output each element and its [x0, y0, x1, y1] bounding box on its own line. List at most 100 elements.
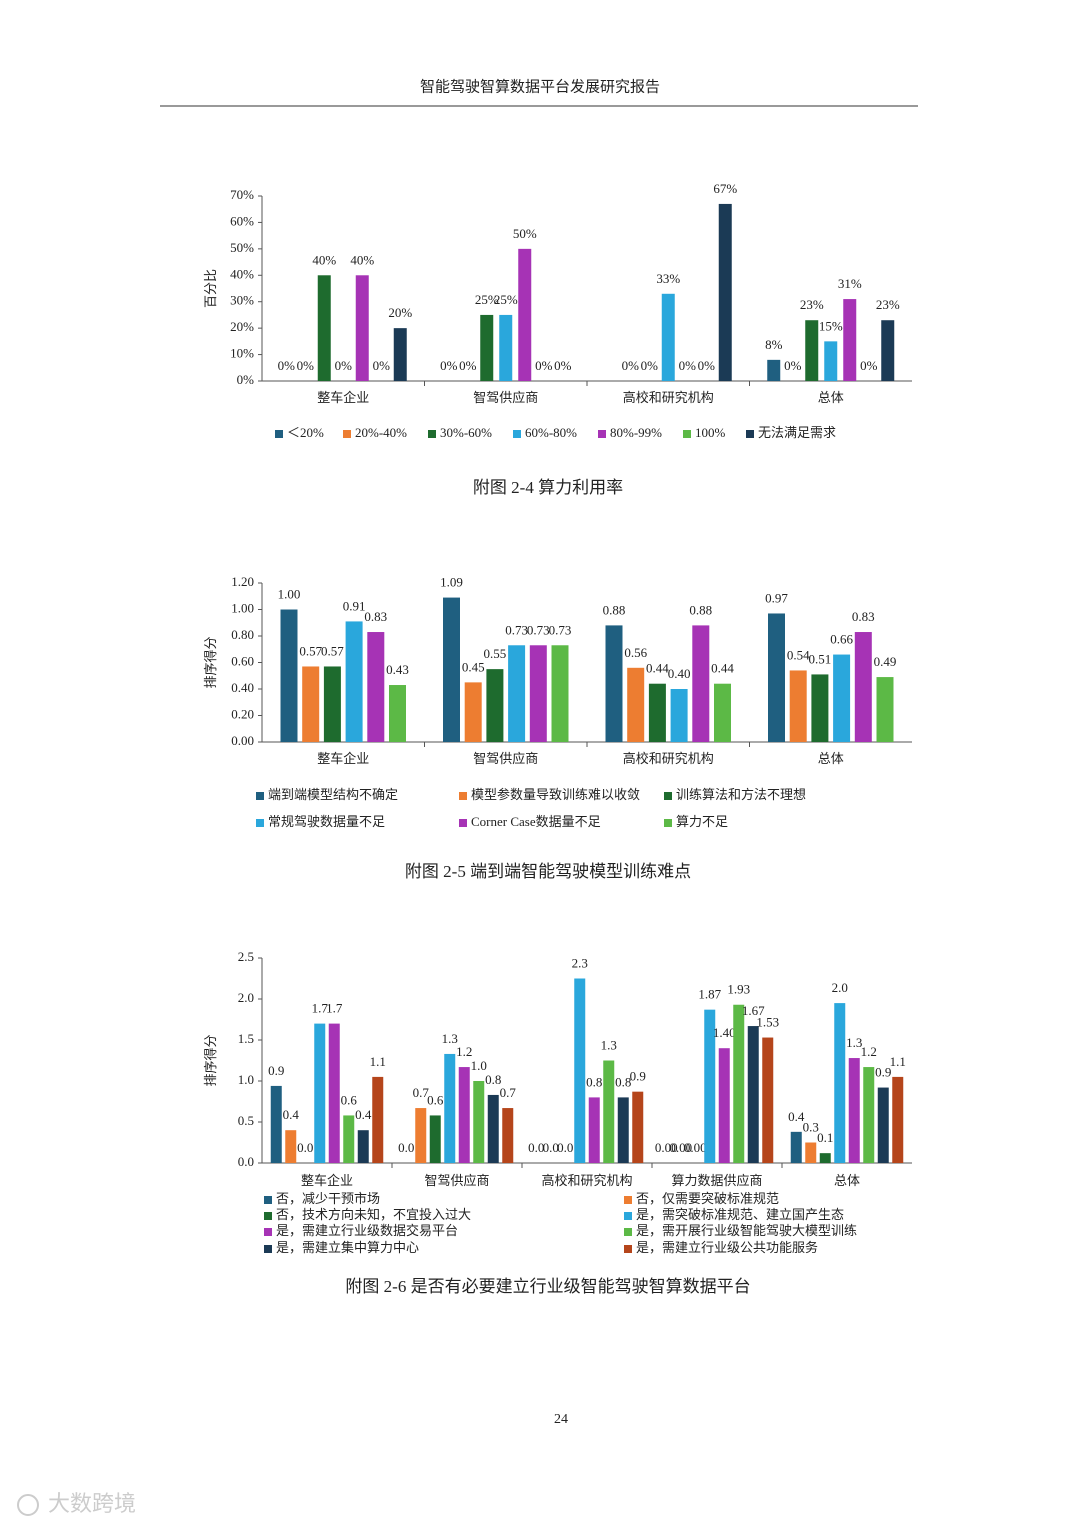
- bar: [280, 609, 298, 742]
- bar: [805, 320, 819, 381]
- data-label: 0%: [622, 358, 640, 373]
- data-label: 1.93: [727, 982, 750, 997]
- data-label: 1.1: [890, 1054, 906, 1069]
- data-label: 40%: [350, 252, 374, 267]
- data-label: 0.57: [321, 643, 344, 658]
- bar: [767, 359, 781, 381]
- y-tick-label: 50%: [230, 240, 254, 255]
- y-tick-label: 0.40: [231, 680, 254, 695]
- bar: [480, 314, 494, 381]
- data-label: 20%: [388, 305, 412, 320]
- data-label: 1.7: [312, 1001, 329, 1016]
- x-tick-label: 整车企业: [317, 390, 369, 405]
- x-tick-label: 智驾供应商: [473, 751, 538, 766]
- bar: [843, 299, 857, 381]
- data-label: 0.97: [765, 590, 788, 605]
- data-label: 0%: [535, 358, 553, 373]
- data-label: 0%: [679, 358, 697, 373]
- page-number: 24: [554, 1412, 568, 1427]
- y-tick-label: 60%: [230, 213, 254, 228]
- bar: [508, 645, 526, 742]
- legend-swatch: [264, 1196, 272, 1204]
- legend-label: 100%: [695, 425, 726, 440]
- legend-label: 是，需建立行业级数据交易平台: [276, 1223, 458, 1238]
- bar: [834, 1003, 846, 1163]
- y-tick-label: 10%: [230, 346, 254, 361]
- y-tick-label: 0.00: [231, 733, 254, 748]
- legend-label: 常规驾驶数据量不足: [268, 814, 385, 829]
- bar: [854, 632, 872, 742]
- legend-label: 是，需突破标准规范、建立国产生态: [636, 1207, 844, 1222]
- bar: [486, 669, 504, 742]
- legend-swatch: [343, 430, 351, 438]
- legend-swatch: [459, 819, 467, 827]
- bar: [876, 677, 894, 742]
- legend-label: 否，技术方向未知，不宜投入过大: [276, 1207, 471, 1222]
- data-label: 8%: [765, 337, 783, 352]
- data-label: 0.73: [505, 622, 528, 637]
- x-tick-label: 智驾供应商: [473, 390, 538, 405]
- legend-label: 训练算法和方法不理想: [676, 787, 806, 802]
- y-tick-label: 1.00: [231, 600, 254, 615]
- data-label: 0.4: [788, 1109, 805, 1124]
- bar: [718, 1048, 730, 1163]
- bar: [372, 1076, 384, 1163]
- bar: [588, 1097, 600, 1163]
- data-label: 0.49: [874, 654, 897, 669]
- bar: [473, 1081, 485, 1163]
- bar: [302, 666, 320, 742]
- data-label: 0.3: [803, 1119, 819, 1134]
- data-label: 0%: [860, 358, 878, 373]
- bar: [605, 625, 623, 742]
- y-tick-label: 0.80: [231, 627, 254, 642]
- data-label: 0.0: [297, 1140, 313, 1155]
- legend-swatch: [256, 819, 264, 827]
- bar: [529, 645, 547, 742]
- data-label: 1.7: [326, 1001, 343, 1016]
- data-label: 1.53: [756, 1015, 779, 1030]
- legend-swatch: [598, 430, 606, 438]
- data-label: 0.83: [852, 609, 875, 624]
- legend-label: 30%-60%: [440, 425, 492, 440]
- y-tick-label: 2.0: [238, 990, 254, 1005]
- legend-label: 是，需建立集中算力中心: [276, 1240, 419, 1255]
- data-label: 15%: [819, 318, 843, 333]
- legend-label: 无法满足需求: [758, 425, 836, 440]
- legend-swatch: [264, 1212, 272, 1220]
- bar: [718, 203, 732, 381]
- data-label: 0.8: [586, 1074, 602, 1089]
- x-tick-label: 总体: [834, 1173, 860, 1188]
- legend-swatch: [683, 430, 691, 438]
- y-tick-label: 40%: [230, 266, 254, 281]
- bar: [499, 314, 513, 381]
- data-label: 1.1: [370, 1054, 386, 1069]
- data-label: 0.91: [343, 598, 366, 613]
- legend-swatch: [428, 430, 436, 438]
- data-label: 0%: [335, 358, 353, 373]
- legend-swatch: [275, 430, 283, 438]
- y-tick-label: 20%: [230, 319, 254, 334]
- bar: [632, 1091, 644, 1163]
- legend-swatch: [459, 792, 467, 800]
- data-label: 2.0: [832, 980, 848, 995]
- data-label: 0.8: [485, 1072, 501, 1087]
- data-label: 1.87: [698, 987, 721, 1002]
- data-label: 0%: [698, 358, 716, 373]
- data-label: 0.4: [283, 1107, 300, 1122]
- legend-swatch: [624, 1212, 632, 1220]
- data-label: 0.6: [427, 1092, 444, 1107]
- x-tick-label: 高校和研究机构: [623, 751, 714, 766]
- data-label: 0.9: [875, 1065, 891, 1080]
- bar: [768, 613, 785, 742]
- bar: [357, 1130, 369, 1163]
- bar: [389, 685, 406, 742]
- legend-label: 端到端模型结构不确定: [268, 787, 398, 802]
- legend-swatch: [664, 819, 672, 827]
- figure-caption: 附图 2-5 端到端智能驾驶模型训练难点: [405, 862, 691, 881]
- legend-label: 否，减少干预市场: [276, 1191, 380, 1206]
- data-label: 0.73: [549, 622, 572, 637]
- bar: [617, 1097, 629, 1163]
- x-tick-label: 高校和研究机构: [541, 1173, 632, 1188]
- bar: [670, 689, 688, 742]
- bar: [464, 682, 482, 742]
